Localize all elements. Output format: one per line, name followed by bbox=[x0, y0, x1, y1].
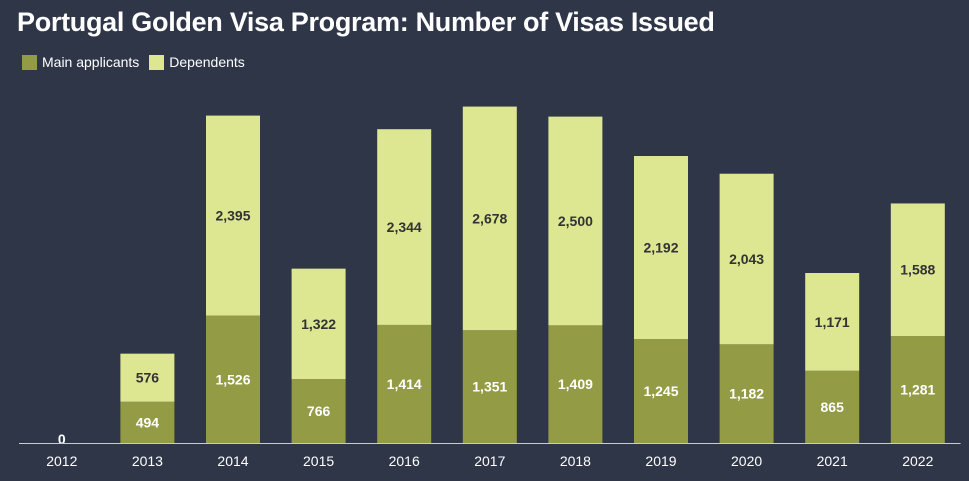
bar-dependents-2022[interactable] bbox=[890, 203, 945, 337]
legend-item-dependents[interactable]: Dependents bbox=[149, 54, 245, 70]
chart-title: Portugal Golden Visa Program: Number of … bbox=[17, 7, 715, 37]
bar-label-dependents-2021: 1,171 bbox=[815, 314, 850, 330]
x-tick-label-2017: 2017 bbox=[474, 453, 505, 469]
bar-dependents-2017[interactable] bbox=[462, 106, 517, 331]
bar-main-applicants-2014[interactable] bbox=[206, 315, 260, 443]
x-tick-label-2012: 2012 bbox=[46, 453, 77, 469]
bar-dependents-2013[interactable] bbox=[120, 353, 175, 402]
bar-dependents-2018[interactable] bbox=[548, 116, 603, 326]
bar-label-dependents-2022: 1,588 bbox=[900, 262, 935, 278]
legend: Main applicants Dependents bbox=[22, 54, 255, 70]
bar-main-applicants-2022[interactable] bbox=[890, 336, 945, 443]
bar-label-dependents-2017: 2,678 bbox=[472, 210, 507, 226]
bar-dependents-2019[interactable] bbox=[634, 156, 688, 340]
bar-label-main-applicants-2013: 494 bbox=[136, 414, 160, 430]
bar-main-applicants-2016[interactable] bbox=[377, 324, 432, 443]
bar-dependents-2014[interactable] bbox=[206, 115, 260, 316]
bar-label-main-applicants-2014: 1,526 bbox=[215, 371, 250, 387]
bar-label-main-applicants-2022: 1,281 bbox=[900, 382, 935, 398]
bar-label-dependents-2016: 2,344 bbox=[387, 219, 422, 235]
x-tick-label-2018: 2018 bbox=[560, 453, 591, 469]
bar-label-main-applicants-2021: 865 bbox=[821, 399, 845, 415]
legend-label-main-applicants: Main applicants bbox=[42, 54, 140, 70]
bar-label-dependents-2014: 2,395 bbox=[215, 208, 250, 224]
x-tick-label-2013: 2013 bbox=[132, 453, 163, 469]
bar-main-applicants-2021[interactable] bbox=[805, 370, 860, 443]
bar-main-applicants-2015[interactable] bbox=[291, 379, 346, 443]
bar-main-applicants-2019[interactable] bbox=[634, 339, 688, 443]
bar-dependents-2016[interactable] bbox=[377, 129, 432, 325]
legend-swatch-main-applicants bbox=[22, 54, 37, 70]
bar-label-dependents-2015: 1,322 bbox=[301, 316, 336, 332]
bar-label-dependents-2020: 2,043 bbox=[729, 251, 764, 267]
bar-label-main-applicants-2012: 0 bbox=[58, 431, 66, 447]
x-tick-label-2016: 2016 bbox=[389, 453, 420, 469]
bar-label-main-applicants-2019: 1,245 bbox=[643, 383, 678, 399]
bar-label-main-applicants-2018: 1,409 bbox=[558, 376, 593, 392]
bar-dependents-2015[interactable] bbox=[291, 268, 346, 380]
x-tick-label-2019: 2019 bbox=[645, 453, 676, 469]
bar-main-applicants-2018[interactable] bbox=[548, 325, 603, 443]
bar-dependents-2021[interactable] bbox=[805, 272, 860, 371]
bar-label-main-applicants-2015: 766 bbox=[307, 403, 331, 419]
legend-swatch-dependents bbox=[149, 54, 165, 70]
bar-main-applicants-2020[interactable] bbox=[719, 344, 774, 443]
x-tick-label-2020: 2020 bbox=[731, 453, 762, 469]
x-tick-label-2021: 2021 bbox=[817, 453, 848, 469]
x-tick-label-2022: 2022 bbox=[902, 453, 933, 469]
bar-label-dependents-2018: 2,500 bbox=[558, 213, 593, 229]
legend-label-dependents: Dependents bbox=[169, 54, 245, 70]
bar-label-dependents-2019: 2,192 bbox=[643, 240, 678, 256]
bar-main-applicants-2017[interactable] bbox=[462, 330, 517, 443]
bar-label-dependents-2013: 576 bbox=[136, 370, 160, 386]
bar-main-applicants-2013[interactable] bbox=[120, 401, 175, 443]
bar-label-main-applicants-2017: 1,351 bbox=[472, 379, 507, 395]
bar-label-main-applicants-2020: 1,182 bbox=[729, 386, 764, 402]
x-tick-label-2014: 2014 bbox=[217, 453, 248, 469]
x-tick-label-2015: 2015 bbox=[303, 453, 334, 469]
legend-item-main-applicants[interactable]: Main applicants bbox=[22, 54, 139, 70]
bar-label-main-applicants-2016: 1,414 bbox=[387, 376, 422, 392]
bar-dependents-2020[interactable] bbox=[719, 173, 774, 345]
